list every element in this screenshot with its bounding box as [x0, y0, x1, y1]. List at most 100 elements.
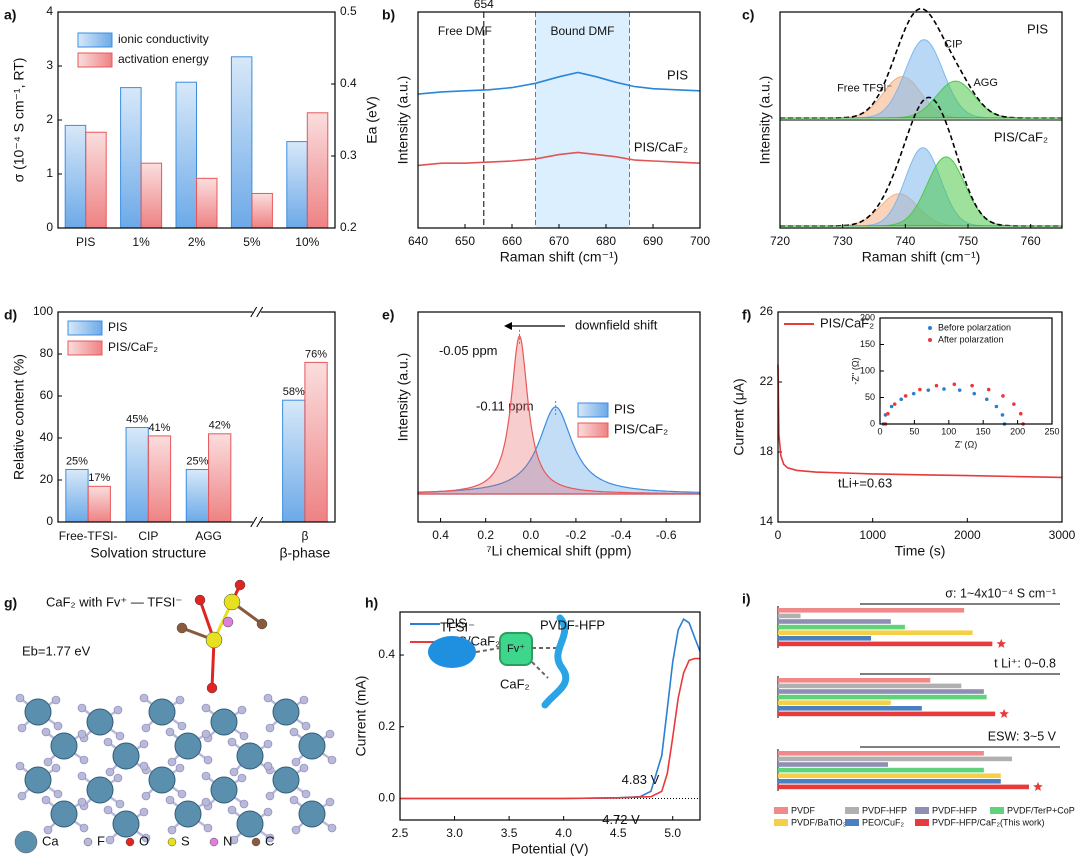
axis-break-gap — [252, 519, 261, 525]
legend-label: PIS — [108, 320, 127, 334]
value-label: 25% — [66, 455, 88, 467]
y-tick-label: 0.4 — [340, 76, 357, 90]
legend-label: activation energy — [118, 52, 209, 66]
panel-label: f) — [742, 307, 751, 323]
scatter-point — [934, 383, 939, 388]
x-tick-label: 250 — [1044, 426, 1059, 436]
legend-swatch — [77, 52, 113, 68]
x-tick-label: 760 — [1021, 234, 1041, 248]
group-title: σ: 1~4x10⁻⁴ S cm⁻¹ — [945, 586, 1056, 600]
atom-f — [51, 695, 61, 705]
y-tick-label: 20 — [40, 472, 54, 486]
legend-swatch — [577, 422, 609, 438]
bar — [87, 485, 111, 523]
atom-f — [227, 737, 237, 747]
legend-label: C — [265, 833, 274, 848]
x-tick-label: PIS — [76, 235, 95, 249]
bar — [778, 784, 1029, 790]
atom-ca — [112, 810, 140, 838]
x-tick-label: AGG — [195, 529, 222, 543]
arrow-head — [504, 322, 512, 330]
y-tick-label: 0.0 — [378, 791, 395, 805]
atom-ca — [50, 800, 78, 828]
bar — [778, 630, 973, 635]
atom-f — [201, 797, 211, 807]
atom-f — [301, 789, 311, 799]
atom-f — [79, 823, 89, 833]
value-label: 58% — [283, 386, 305, 398]
legend-swatch — [915, 819, 929, 826]
series-label: PIS — [667, 67, 688, 82]
atom-molecule — [194, 594, 206, 606]
atom-f — [289, 795, 299, 805]
shaded-region — [535, 12, 630, 228]
bar — [778, 700, 891, 705]
atom-f — [141, 723, 151, 733]
atom-f — [327, 755, 337, 765]
subpanel-name: PIS/CaF₂ — [994, 129, 1048, 144]
atom-ca — [272, 766, 300, 794]
atom-f — [263, 761, 273, 771]
bar — [778, 689, 984, 694]
panel-label: b) — [382, 7, 395, 23]
atom-molecule — [223, 593, 241, 611]
vacancy-label: Fv⁺ — [507, 643, 525, 655]
x-tick-label: 640 — [408, 234, 428, 248]
group-title: t Li⁺: 0~0.8 — [994, 656, 1056, 670]
peak-label: -0.05 ppm — [439, 343, 498, 358]
legend-swatch — [209, 837, 219, 847]
x-tick-label: 730 — [833, 234, 853, 248]
plot-frame — [417, 311, 701, 523]
scatter-point — [903, 394, 908, 398]
x-tick-label: 100 — [941, 426, 956, 436]
x-tick-label: 3.5 — [501, 826, 518, 840]
y-tick-label: 200 — [860, 312, 875, 322]
atom-f — [77, 703, 87, 713]
x-tick-label: 2% — [188, 235, 206, 249]
bar — [778, 762, 888, 767]
y-axis-label: Intensity (a.u.) — [395, 353, 411, 442]
y-axis-label: Relative content (%) — [11, 354, 27, 480]
atom-ca — [236, 810, 264, 838]
bar — [140, 162, 163, 229]
legend-label: Ca — [42, 833, 59, 848]
atom-f — [325, 797, 335, 807]
atom-f — [237, 773, 247, 783]
legend-swatch — [67, 340, 103, 356]
atom-f — [113, 705, 123, 715]
atom-f — [43, 825, 53, 835]
atom-f — [139, 761, 149, 771]
atom-f — [17, 791, 27, 801]
annotation: downfield shift — [575, 317, 658, 332]
panel-label: c) — [742, 7, 754, 23]
x-tick-label: β — [301, 529, 308, 543]
x-tick-label: 0 — [877, 426, 882, 436]
legend-swatch — [990, 807, 1004, 814]
y-tick-label: 3 — [46, 58, 53, 72]
bar — [125, 427, 149, 523]
legend-swatch — [67, 320, 103, 336]
bar — [778, 694, 987, 700]
scatter-point — [984, 397, 989, 402]
y-tick-label: 0.4 — [378, 647, 395, 661]
atom-f — [291, 825, 301, 835]
y-tick-label: 50 — [865, 392, 875, 402]
x-axis-label: Raman shift (cm⁻¹) — [862, 249, 981, 265]
bar — [208, 433, 232, 523]
legend-label: PVDF-HFP — [862, 805, 907, 815]
atom-molecule — [222, 616, 234, 628]
panel-label: d) — [4, 307, 17, 323]
y-tick-label: 0.5 — [340, 4, 357, 18]
y-axis-label: Ea (eV) — [364, 96, 380, 143]
legend-label: PIS/CaF₂ — [614, 421, 668, 436]
star — [1033, 781, 1043, 791]
particle-label: CaF₂ — [500, 676, 530, 691]
atom-ca — [148, 698, 176, 726]
bar — [65, 469, 89, 523]
atom-ca — [210, 776, 238, 804]
x-tick-label: -0.6 — [656, 528, 677, 542]
atom-f — [79, 755, 89, 765]
y-tick-label: 0.2 — [378, 719, 395, 733]
line-series — [417, 151, 701, 167]
atom-f — [175, 695, 185, 705]
